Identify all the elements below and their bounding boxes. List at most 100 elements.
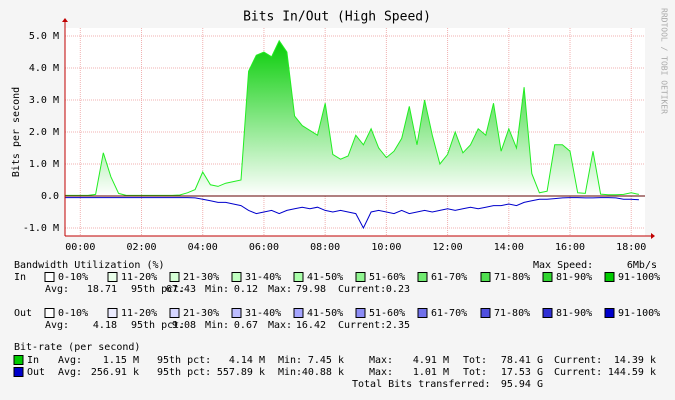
stat-label: 95th pct: bbox=[131, 320, 185, 331]
stat-value: 4.91 M bbox=[413, 355, 449, 366]
x-tick-label: 18:00 bbox=[616, 242, 646, 253]
bin-swatch bbox=[542, 308, 553, 318]
bin-swatch bbox=[231, 272, 242, 282]
legend-heading: Bandwidth Utilization (%) bbox=[14, 260, 165, 271]
y-tick-label: 0.0 bbox=[41, 191, 59, 202]
line bbox=[65, 197, 639, 230]
bin-label: 0-10% bbox=[58, 308, 88, 319]
stat-value: 14.39 k bbox=[614, 355, 656, 366]
stat-value: 4.14 M bbox=[229, 355, 265, 366]
bin-label: 11-20% bbox=[121, 308, 157, 319]
total-value: 95.94 G bbox=[501, 379, 543, 390]
y-tick-label: 2.0 M bbox=[29, 127, 59, 138]
bin-label: 91-100% bbox=[618, 308, 660, 319]
stat-label: Min: bbox=[205, 320, 229, 331]
bin-swatch bbox=[417, 308, 428, 318]
bin-label: 41-50% bbox=[307, 308, 343, 319]
stat-value: 0.23 bbox=[386, 284, 410, 295]
bin-label: 21-30% bbox=[183, 272, 219, 283]
bin-label: 71-80% bbox=[494, 272, 530, 283]
bin-swatch bbox=[107, 272, 118, 282]
stat-value: 78.41 G bbox=[501, 355, 543, 366]
bin-swatch bbox=[169, 308, 180, 318]
stat-label: Max: bbox=[268, 320, 292, 331]
stat-label: Min: bbox=[278, 367, 302, 378]
bin-label: 51-60% bbox=[369, 272, 405, 283]
bin-swatch bbox=[417, 272, 428, 282]
bin-swatch bbox=[604, 272, 615, 282]
y-tick-label: 4.0 M bbox=[29, 63, 59, 74]
stat-label: 95th pct: bbox=[157, 367, 211, 378]
bin-label: 0-10% bbox=[58, 272, 88, 283]
bin-label: 31-40% bbox=[245, 308, 281, 319]
stat-value: 2.35 bbox=[386, 320, 410, 331]
x-tick-label: 00:00 bbox=[65, 242, 95, 253]
stat-value: 0.12 bbox=[234, 284, 258, 295]
area bbox=[65, 40, 639, 196]
stat-value: 9.08 bbox=[172, 320, 196, 331]
row-name: In bbox=[14, 272, 26, 283]
bin-label: 21-30% bbox=[183, 308, 219, 319]
bin-swatch bbox=[293, 308, 304, 318]
bin-swatch bbox=[355, 272, 366, 282]
total-label: Total Bits transferred: bbox=[352, 379, 490, 390]
stat-value: 144.59 k bbox=[608, 367, 656, 378]
stat-label: Min: bbox=[205, 284, 229, 295]
x-tick-label: 10:00 bbox=[371, 242, 401, 253]
max-speed-label: Max Speed: bbox=[533, 260, 593, 271]
legend-heading: Bit-rate (per second) bbox=[14, 342, 140, 353]
stat-value: 1.01 M bbox=[413, 367, 449, 378]
stat-value: 557.89 k bbox=[217, 367, 265, 378]
x-tick-label: 08:00 bbox=[310, 242, 340, 253]
y-tick-label: -1.0 M bbox=[23, 223, 59, 234]
stat-value: 4.18 bbox=[93, 320, 117, 331]
stat-value: 1.15 M bbox=[103, 355, 139, 366]
stat-label: Avg: bbox=[58, 367, 82, 378]
y-tick-label: 5.0 M bbox=[29, 31, 59, 42]
stat-label: Current: bbox=[338, 284, 386, 295]
x-tick-label: 04:00 bbox=[188, 242, 218, 253]
stat-label: Tot: bbox=[463, 367, 487, 378]
stat-label: Current: bbox=[554, 367, 602, 378]
stat-value: 79.98 bbox=[296, 284, 326, 295]
bin-swatch bbox=[107, 308, 118, 318]
bin-label: 81-90% bbox=[556, 308, 592, 319]
stat-label: Max: bbox=[369, 355, 393, 366]
bin-label: 61-70% bbox=[431, 272, 467, 283]
stat-label: Min: bbox=[278, 355, 302, 366]
bin-label: 91-100% bbox=[618, 272, 660, 283]
y-tick-label: 1.0 M bbox=[29, 159, 59, 170]
x-tick-label: 02:00 bbox=[126, 242, 156, 253]
y-axis-label: Bits per second bbox=[11, 87, 22, 177]
y-tick-label: 3.0 M bbox=[29, 95, 59, 106]
bin-label: 71-80% bbox=[494, 308, 530, 319]
x-tick-label: 12:00 bbox=[433, 242, 463, 253]
legend-swatch bbox=[13, 367, 24, 377]
bin-label: 81-90% bbox=[556, 272, 592, 283]
bin-swatch bbox=[293, 272, 304, 282]
stat-label: 95th pct: bbox=[157, 355, 211, 366]
stat-value: 7.45 k bbox=[308, 355, 344, 366]
stat-label: Max: bbox=[369, 367, 393, 378]
x-tick-label: 14:00 bbox=[494, 242, 524, 253]
bin-label: 41-50% bbox=[307, 272, 343, 283]
bin-label: 61-70% bbox=[431, 308, 467, 319]
line bbox=[65, 39, 640, 196]
bin-swatch bbox=[169, 272, 180, 282]
bin-swatch bbox=[44, 308, 55, 318]
bin-swatch bbox=[44, 272, 55, 282]
bin-swatch bbox=[355, 308, 366, 318]
stat-label: Avg: bbox=[45, 284, 69, 295]
bin-swatch bbox=[604, 308, 615, 318]
legend-label: Out bbox=[27, 367, 45, 378]
bin-swatch bbox=[231, 308, 242, 318]
stat-value: 256.91 k bbox=[91, 367, 139, 378]
bin-label: 51-60% bbox=[369, 308, 405, 319]
bin-label: 31-40% bbox=[245, 272, 281, 283]
stat-label: 95th pct: bbox=[131, 284, 185, 295]
stat-label: Tot: bbox=[463, 355, 487, 366]
axis-arrow bbox=[62, 18, 68, 22]
stat-value: 16.42 bbox=[296, 320, 326, 331]
legend-swatch bbox=[13, 355, 24, 365]
stat-label: Current: bbox=[554, 355, 602, 366]
